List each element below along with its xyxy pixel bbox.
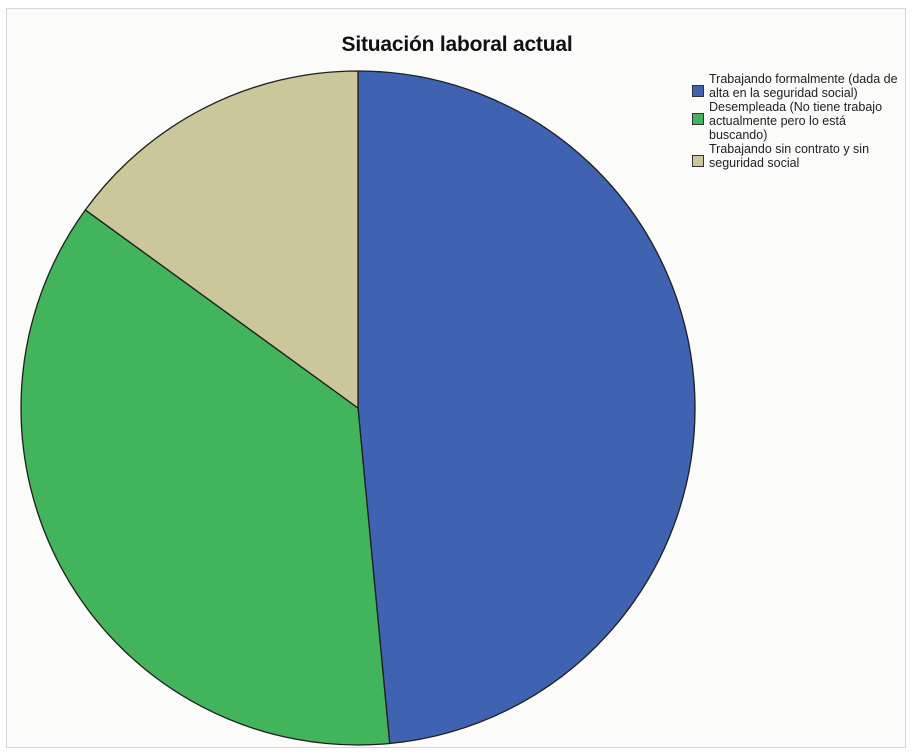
legend: Trabajando formalmente (dada de alta en … [692,72,904,170]
pie-slice-trabajando-formalmente [357,70,696,745]
legend-label: Trabajando sin contrato y sin seguridad … [709,142,870,170]
legend-item-sin-contrato: Trabajando sin contrato y sin seguridad … [692,142,904,170]
chart-title: Situación laboral actual [341,33,573,56]
pie-slice-sin-contrato [84,70,359,409]
legend-label: Desempleada (No tiene trabajo actualment… [709,100,883,142]
legend-swatch [692,85,704,97]
legend-item-desempleada: Desempleada (No tiene trabajo actualment… [692,100,904,142]
legend-label: Trabajando formalmente (dada de alta en … [709,72,898,100]
legend-swatch [692,113,704,125]
pie-slice-desempleada [20,209,391,746]
legend-swatch [692,155,704,167]
legend-item-trabajando-formalmente: Trabajando formalmente (dada de alta en … [692,72,904,100]
